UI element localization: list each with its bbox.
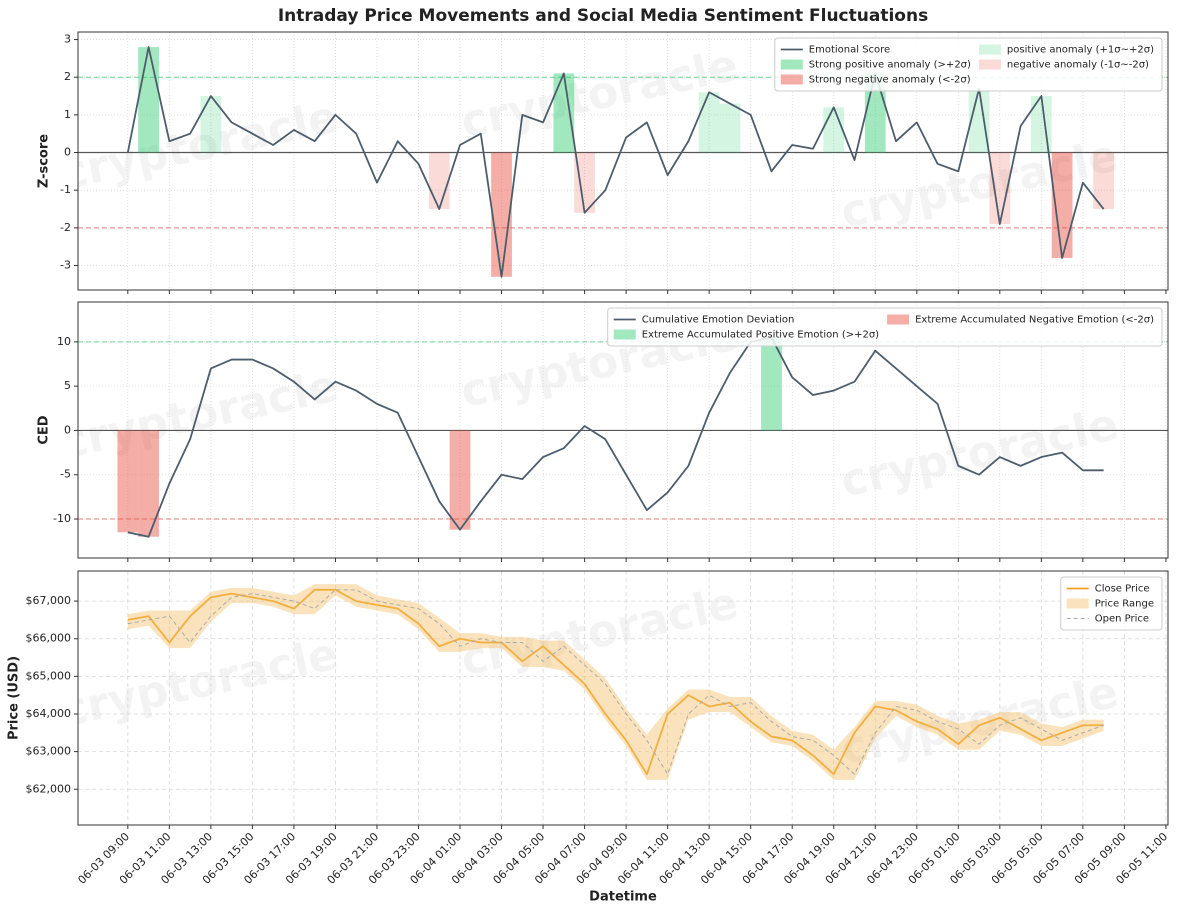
y-tick-label: 5 xyxy=(64,379,71,392)
legend-label: Extreme Accumulated Positive Emotion (>+… xyxy=(642,330,879,341)
anomaly-shade xyxy=(138,430,159,537)
legend-swatch xyxy=(887,314,910,325)
figure-title: Intraday Price Movements and Social Medi… xyxy=(278,6,928,26)
legend-label: Cumulative Emotion Deviation xyxy=(642,315,795,326)
legend-label: Close Price xyxy=(1095,584,1150,595)
y-tick-label: -1 xyxy=(60,183,71,196)
y-axis-label: Price (USD) xyxy=(7,656,22,740)
legend: Emotional Score Strong positive anomaly (… xyxy=(774,37,1163,92)
y-tick-label: $67,000 xyxy=(26,594,72,607)
y-tick-label: -3 xyxy=(60,259,71,272)
legend-label: Open Price xyxy=(1095,614,1149,625)
y-tick-label: $62,000 xyxy=(26,782,72,795)
legend-label: Price Range xyxy=(1095,599,1154,610)
legend-label: Strong positive anomaly (>+2σ) xyxy=(809,60,971,71)
anomaly-shade xyxy=(823,107,845,153)
legend-box xyxy=(1060,576,1163,631)
anomaly-shade xyxy=(719,103,741,153)
anomaly-shade xyxy=(553,73,575,153)
legend-box xyxy=(774,37,1163,92)
legend-box xyxy=(607,307,1163,347)
watermark: cryptoracle xyxy=(56,91,342,199)
legend-swatch xyxy=(780,74,803,85)
series-line xyxy=(126,46,1105,278)
axes-frame xyxy=(77,570,1169,826)
anomaly-shade xyxy=(1051,152,1073,258)
legend-swatch xyxy=(613,329,636,340)
y-tick-label: 0 xyxy=(64,146,71,159)
series-line xyxy=(127,589,1104,775)
legend-label: Extreme Accumulated Negative Emotion (<-… xyxy=(915,315,1154,326)
y-tick-label: -5 xyxy=(60,468,71,481)
anomaly-shade xyxy=(1030,96,1052,153)
anomaly-shade xyxy=(574,152,595,213)
anomaly-shade xyxy=(698,92,720,153)
y-tick-label: 10 xyxy=(57,335,71,348)
y-tick-label: $63,000 xyxy=(26,745,72,758)
anomaly-shade xyxy=(138,47,159,153)
legend-swatch xyxy=(1066,598,1089,609)
legend: Close Price Price Range Open Price xyxy=(1060,576,1163,631)
price-range xyxy=(127,584,1104,780)
series-line xyxy=(127,336,1104,538)
y-axis-label: Z-score xyxy=(37,134,52,188)
legend-label: Strong negative anomaly (<-2σ) xyxy=(809,75,971,86)
axes-frame xyxy=(77,31,1169,291)
anomaly-shade xyxy=(200,96,222,153)
y-tick-label: -2 xyxy=(60,221,71,234)
y-tick-label: $66,000 xyxy=(26,632,72,645)
watermark: cryptoracle xyxy=(456,578,742,686)
legend-swatch xyxy=(780,59,803,70)
axes-frame xyxy=(77,301,1169,559)
y-tick-label: 0 xyxy=(64,423,71,436)
y-tick-label: -10 xyxy=(53,512,71,525)
anomaly-shade xyxy=(968,88,990,153)
watermark: cryptoracle xyxy=(56,629,342,737)
y-axis-label: CED xyxy=(37,415,52,444)
anomaly-shade xyxy=(428,152,450,210)
anomaly-shade xyxy=(761,337,782,431)
legend-label: positive anomaly (+1σ~+2σ) xyxy=(1007,45,1154,56)
anomaly-shade xyxy=(117,430,139,533)
y-tick-label: 1 xyxy=(64,108,71,121)
watermark: cryptoracle xyxy=(56,361,342,469)
legend-swatch xyxy=(978,59,1001,70)
legend-swatch xyxy=(978,44,1001,55)
y-tick-label: $65,000 xyxy=(26,669,72,682)
anomaly-shade xyxy=(449,430,471,530)
anomaly-shade xyxy=(1093,152,1115,210)
legend-label: negative anomaly (-1σ~-2σ) xyxy=(1007,60,1149,71)
series-line xyxy=(127,588,1104,776)
x-axis-label: Datetime xyxy=(589,890,657,905)
legend-label: Emotional Score xyxy=(809,45,890,56)
y-tick-label: $64,000 xyxy=(26,707,72,720)
anomaly-shade xyxy=(989,152,1011,225)
watermark: cryptoracle xyxy=(836,399,1122,507)
y-tick-label: 2 xyxy=(64,70,71,83)
y-tick-label: 3 xyxy=(64,33,71,46)
legend: Cumulative Emotion Deviation Extreme Accu… xyxy=(607,307,1163,347)
